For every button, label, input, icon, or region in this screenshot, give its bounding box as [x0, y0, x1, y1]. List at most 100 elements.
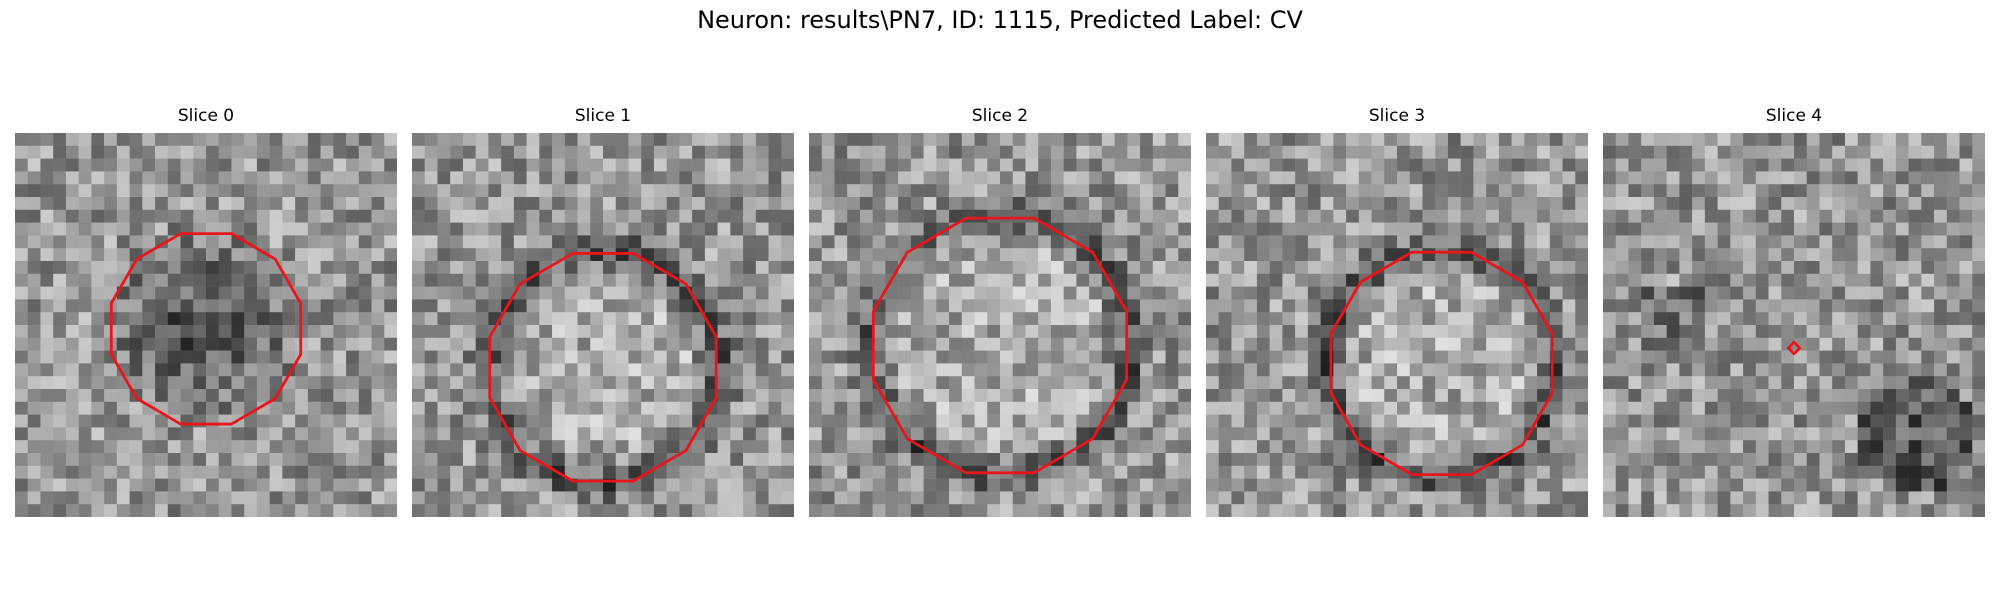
pixel [1704, 478, 1718, 492]
pixel [1063, 427, 1077, 441]
pixel [834, 235, 848, 249]
pixel [384, 133, 397, 147]
pixel [1511, 145, 1525, 159]
pixel [1628, 145, 1642, 159]
pixel [1409, 312, 1423, 326]
pixel [1346, 491, 1360, 505]
pixel [577, 401, 591, 415]
slice-image [1603, 133, 1985, 517]
pixel [1781, 478, 1795, 492]
pixel [809, 401, 822, 415]
pixel [91, 145, 105, 159]
pixel [412, 376, 425, 390]
pixel [371, 427, 385, 441]
pixel [1704, 350, 1718, 364]
pixel [346, 145, 360, 159]
pixel [590, 261, 604, 275]
pixel [1178, 197, 1191, 211]
pixel [424, 478, 438, 492]
pixel [1921, 286, 1935, 300]
pixel [692, 389, 706, 403]
pixel [872, 261, 886, 275]
pixel [1473, 171, 1487, 185]
pixel [501, 261, 515, 275]
pixel [1435, 171, 1449, 185]
pixel [282, 414, 296, 428]
pixel [1666, 197, 1680, 211]
pixel [1127, 337, 1141, 351]
pixel [1076, 465, 1090, 479]
pixel [1562, 389, 1576, 403]
pixel [1295, 414, 1309, 428]
pixel [923, 248, 937, 262]
pixel [40, 465, 54, 479]
pixel [412, 158, 425, 172]
pixel [987, 325, 1001, 339]
pixel [91, 133, 105, 147]
pixel [1244, 350, 1258, 364]
pixel [1575, 478, 1588, 492]
pixel [1295, 261, 1309, 275]
pixel [859, 504, 873, 517]
pixel [1320, 312, 1334, 326]
pixel [1473, 337, 1487, 351]
pixel [346, 235, 360, 249]
pixel [1666, 389, 1680, 403]
pixel [424, 325, 438, 339]
pixel [1076, 286, 1090, 300]
pixel [1384, 427, 1398, 441]
pixel [1025, 145, 1039, 159]
pixel [1178, 222, 1191, 236]
pixel [1178, 465, 1191, 479]
pixel [1140, 363, 1154, 377]
pixel [1206, 389, 1219, 403]
pixel [1679, 478, 1693, 492]
pixel [781, 184, 794, 198]
pixel [450, 465, 464, 479]
pixel [1409, 171, 1423, 185]
pixel [755, 158, 769, 172]
pixel [847, 248, 861, 262]
pixel [333, 197, 347, 211]
pixel [193, 504, 207, 517]
pixel [1575, 235, 1588, 249]
pixel [666, 350, 680, 364]
pixel [1000, 145, 1013, 159]
pixel [1320, 133, 1334, 147]
pixel [1844, 299, 1858, 313]
pixel [1152, 389, 1166, 403]
pixel [961, 350, 975, 364]
pixel [539, 325, 553, 339]
pixel [526, 325, 540, 339]
pixel [78, 389, 92, 403]
pixel [768, 299, 782, 313]
pixel [218, 491, 232, 505]
pixel [1473, 427, 1487, 441]
pixel [1704, 158, 1718, 172]
pixel [628, 414, 642, 428]
pixel [1844, 440, 1858, 454]
pixel [1679, 389, 1693, 403]
pixel [104, 171, 118, 185]
pixel [1114, 261, 1128, 275]
pixel [218, 465, 232, 479]
pixel [371, 286, 385, 300]
pixel [1679, 133, 1693, 147]
pixel [1921, 261, 1935, 275]
pixel [167, 325, 181, 339]
pixel [1025, 504, 1039, 517]
pixel [1819, 248, 1833, 262]
pixel [577, 209, 591, 223]
pixel [1165, 453, 1179, 467]
pixel [1282, 350, 1296, 364]
pixel [424, 197, 438, 211]
pixel [488, 350, 502, 364]
pixel [1704, 299, 1718, 313]
pixel [1089, 478, 1103, 492]
pixel [1946, 171, 1960, 185]
pixel [1972, 325, 1985, 339]
pixel [974, 478, 988, 492]
pixel [424, 504, 438, 517]
pixel [1447, 171, 1461, 185]
pixel [564, 325, 578, 339]
